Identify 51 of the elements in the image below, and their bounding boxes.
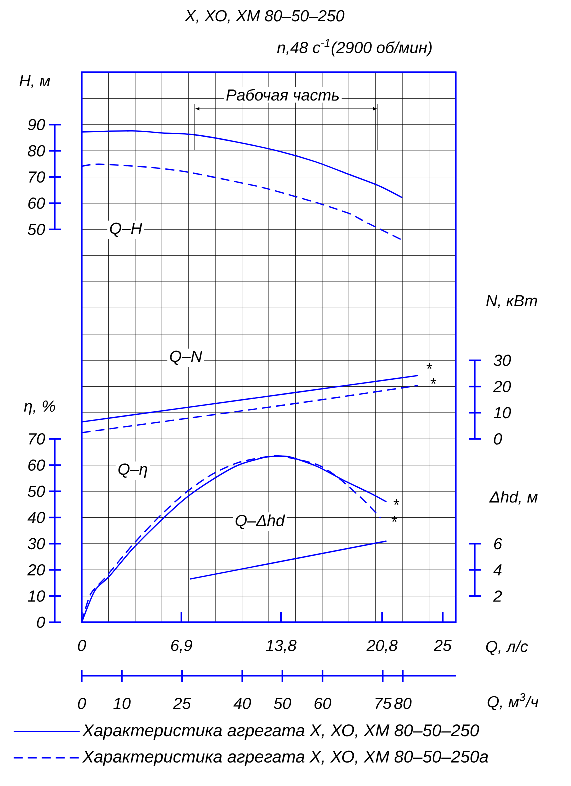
annotation: Q–H bbox=[110, 222, 142, 238]
x-tick-label: 20,8 bbox=[366, 640, 398, 654]
y-tick-label: 90 bbox=[28, 119, 46, 131]
y2-tick-label: 30 bbox=[494, 354, 512, 366]
y-tick-label: 50 bbox=[28, 224, 46, 236]
y-tick-label: 10 bbox=[28, 590, 46, 602]
y2-axis-title: N, кВт bbox=[486, 295, 538, 309]
y-tick-label: 0 bbox=[37, 616, 46, 628]
y-tick-label: 30 bbox=[28, 538, 46, 550]
x2-tick-label: 25 bbox=[173, 698, 192, 710]
y2-axis-title: Δhd, м bbox=[489, 491, 538, 505]
y2-tick-label: 2 bbox=[493, 590, 502, 602]
y2-tick-label: 0 bbox=[494, 434, 502, 445]
y-tick-label: 60 bbox=[28, 198, 46, 210]
y-tick-label: 80 bbox=[28, 145, 46, 157]
annotation: Q–η bbox=[118, 464, 148, 478]
x2-tick-label: 50 bbox=[274, 698, 292, 710]
x-axis-title: Q, л/с bbox=[486, 640, 528, 656]
x2-axis-title: Q, м$^{3}$/ч bbox=[488, 693, 539, 711]
annotation: * bbox=[392, 516, 398, 522]
y-tick-label: 70 bbox=[29, 434, 46, 445]
chart-subtitle: n,48 с$^{-1}$(2900 об/мин) bbox=[277, 39, 432, 57]
y2-tick-label: 6 bbox=[494, 538, 502, 550]
annotation: Рабочая часть bbox=[226, 89, 339, 101]
annotation: * bbox=[394, 499, 400, 506]
annotation: Q–Δhd bbox=[236, 514, 286, 530]
annotation: * bbox=[430, 378, 437, 384]
y-axis-title: η, % bbox=[24, 400, 56, 416]
x2-tick-label: 40 bbox=[234, 698, 252, 710]
x2-tick-label: 10 bbox=[114, 698, 131, 710]
x-tick-label: 0 bbox=[78, 640, 86, 652]
y-axis-title: H, м bbox=[20, 75, 50, 89]
x-tick-label: 13,8 bbox=[266, 640, 297, 654]
y-tick-label: 70 bbox=[29, 172, 46, 183]
y2-tick-label: 10 bbox=[494, 407, 512, 419]
y-tick-label: 50 bbox=[28, 486, 46, 498]
x2-tick-label: 0 bbox=[78, 698, 86, 710]
annotation: Q–N bbox=[170, 350, 202, 366]
x-tick-label: 6,9 bbox=[171, 640, 192, 654]
y-tick-label: 40 bbox=[28, 512, 46, 524]
y2-tick-label: 4 bbox=[494, 564, 502, 576]
y-tick-label: 20 bbox=[28, 564, 46, 576]
chart-title: Х, ХО, ХМ 80–50–250 bbox=[184, 10, 345, 24]
x2-tick-label: 80 bbox=[394, 698, 412, 710]
x2-tick-label: 75 bbox=[376, 698, 392, 710]
y2-tick-label: 20 bbox=[493, 381, 512, 392]
x-tick-label: 25 bbox=[434, 640, 452, 652]
y-tick-label: 60 bbox=[28, 460, 46, 472]
legend-label: Характеристика агрегата Х, ХО, ХМ 80–50–250 bbox=[82, 724, 480, 740]
x2-tick-label: 60 bbox=[314, 698, 332, 710]
legend-label: Характеристика агрегата Х, ХО, ХМ 80–50–250а bbox=[82, 750, 488, 766]
